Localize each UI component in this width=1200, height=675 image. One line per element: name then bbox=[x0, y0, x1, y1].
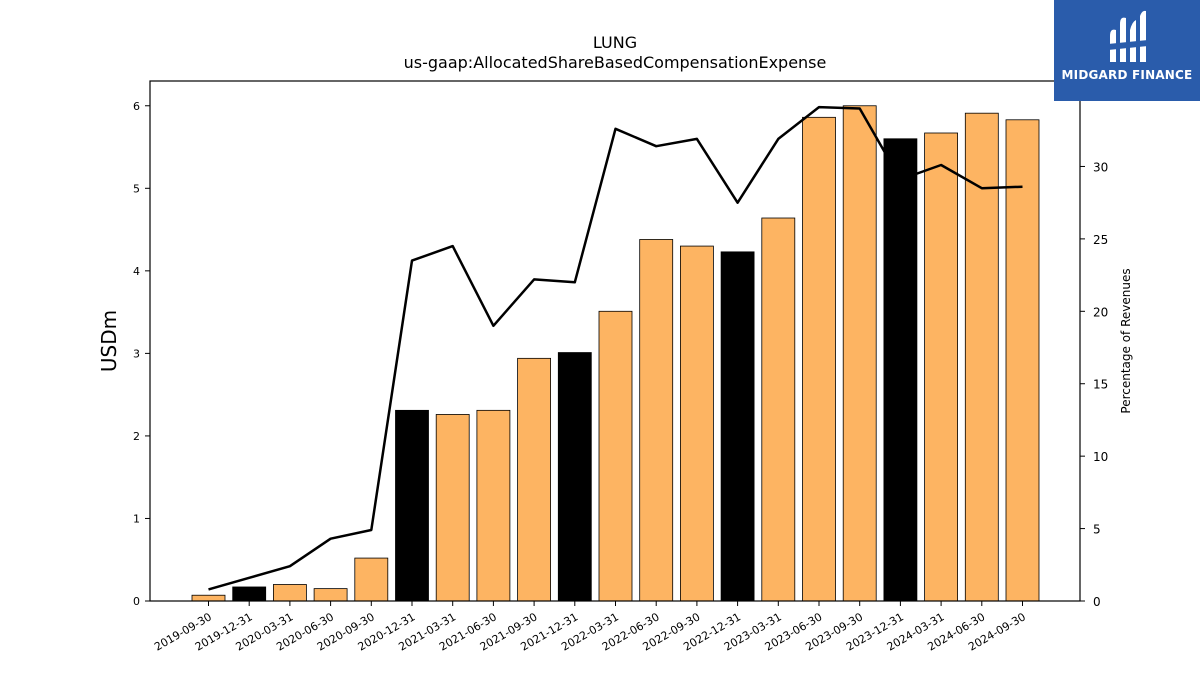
bar-2024-06-30 bbox=[964, 112, 999, 602]
y2-tick-label: 20 bbox=[1093, 305, 1108, 319]
midgard-logo-icon bbox=[1108, 10, 1148, 63]
bar-2020-03-31 bbox=[272, 584, 307, 602]
right-axis-ticks: 0 5 10 15 20 25 30 bbox=[1080, 160, 1108, 609]
percentage-line bbox=[208, 105, 1023, 591]
line-group bbox=[208, 105, 1023, 591]
y-tick-label: 5 bbox=[133, 182, 140, 195]
y-tick-label: 1 bbox=[133, 512, 140, 525]
bar-2023-03-31 bbox=[761, 217, 796, 602]
y-tick-label: 3 bbox=[133, 347, 140, 360]
chart-title: LUNG bbox=[593, 33, 637, 52]
bar-2021-06-30 bbox=[476, 409, 511, 602]
brand-logo: MIDGARD FINANCE bbox=[1054, 0, 1200, 101]
bar-group bbox=[191, 105, 1040, 602]
bar-2019-12-31 bbox=[232, 586, 267, 602]
bar-2022-12-31 bbox=[720, 251, 755, 602]
y2-tick-label: 0 bbox=[1093, 595, 1101, 609]
y-tick-label: 6 bbox=[133, 100, 140, 113]
bar-2022-03-31 bbox=[598, 310, 633, 602]
y2-tick-label: 10 bbox=[1093, 450, 1108, 464]
bar-2022-06-30 bbox=[639, 239, 674, 602]
y2-tick-label: 5 bbox=[1093, 523, 1101, 537]
bar-2020-06-30 bbox=[313, 588, 348, 602]
bar-2020-09-30 bbox=[354, 557, 389, 602]
y-tick-label: 4 bbox=[133, 265, 140, 278]
y2-tick-label: 15 bbox=[1093, 378, 1108, 392]
bar-2024-03-31 bbox=[924, 132, 958, 602]
chart-subtitle: us-gaap:AllocatedShareBasedCompensationE… bbox=[404, 53, 827, 72]
bar-2021-12-31 bbox=[557, 352, 592, 602]
left-axis-ticks: 0 1 2 3 4 5 6 bbox=[133, 100, 150, 608]
bar-2022-09-30 bbox=[680, 245, 714, 602]
bar-2019-09-30 bbox=[191, 594, 226, 602]
y-tick-label: 0 bbox=[133, 595, 140, 608]
y2-axis-label: Percentage of Revenues bbox=[1119, 268, 1133, 413]
bar-2021-09-30 bbox=[517, 357, 551, 602]
y2-tick-label: 25 bbox=[1093, 233, 1108, 247]
y2-tick-label: 30 bbox=[1093, 160, 1108, 174]
bar-2020-12-31 bbox=[395, 409, 429, 602]
bar-2023-06-30 bbox=[802, 116, 836, 602]
bar-2024-09-30 bbox=[1005, 119, 1040, 602]
bar-2023-12-31 bbox=[883, 138, 918, 602]
y-axis-label: USDm bbox=[97, 310, 121, 372]
x-axis-ticks: 2019-09-302019-12-312020-03-312020-06-30… bbox=[152, 601, 1028, 654]
bar-2023-09-30 bbox=[842, 105, 877, 602]
bar-2021-03-31 bbox=[435, 414, 470, 602]
y-tick-label: 2 bbox=[133, 430, 140, 443]
brand-name: MIDGARD FINANCE bbox=[1061, 68, 1193, 82]
